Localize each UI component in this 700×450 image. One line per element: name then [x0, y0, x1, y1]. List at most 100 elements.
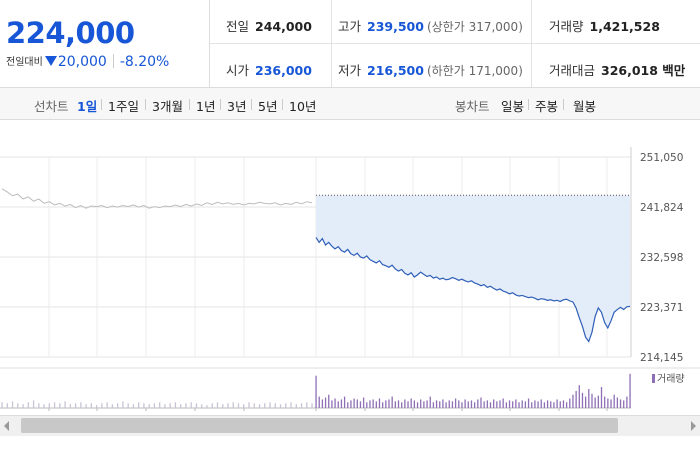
volume-bar — [116, 403, 119, 408]
period-3y[interactable]: 3년 — [227, 99, 247, 114]
volume-bar — [486, 400, 488, 408]
change-label: 전일대비 — [6, 57, 43, 68]
volume-bar — [480, 397, 482, 408]
change-row: 전일대비 20,000 -8.20% — [6, 53, 169, 70]
scroll-thumb[interactable] — [21, 418, 618, 433]
volume-bar — [505, 402, 508, 408]
volume-bar — [394, 401, 396, 408]
price-panel: 224,000 전일대비 20,000 -8.20% — [0, 0, 210, 87]
volume-bar — [11, 401, 14, 408]
chart-scrollbar[interactable] — [0, 415, 700, 436]
volume-bar — [515, 399, 517, 408]
volume-bar — [604, 396, 606, 408]
price-chart[interactable]: 251,050 241,824 232,598 223,371 214,145 거래량 — [0, 120, 700, 415]
candle-monthly[interactable]: 월봉 — [573, 99, 597, 114]
volume-bar — [413, 400, 416, 408]
divider — [101, 99, 102, 110]
volume-bar — [300, 403, 303, 408]
period-1d[interactable]: 1일 — [77, 99, 98, 114]
volume-bar — [499, 400, 501, 408]
period-1y[interactable]: 1년 — [196, 99, 216, 114]
stat-value: 216,500 — [367, 63, 424, 78]
divider — [189, 99, 190, 110]
volume-bar — [473, 402, 476, 408]
volume-bar — [340, 399, 343, 408]
divider — [145, 99, 146, 110]
volume-bar — [397, 400, 400, 408]
volume-bar — [290, 402, 292, 408]
stat-high: 고가 239,500 (상한가 317,000) — [338, 16, 523, 35]
volume-bar — [243, 404, 245, 408]
volume-bar — [38, 403, 40, 408]
volume-bar — [53, 402, 56, 408]
volume-bar — [448, 400, 450, 408]
volume-bar — [540, 399, 542, 408]
volume-bar — [295, 404, 297, 408]
volume-bar — [353, 398, 355, 408]
volume-bar — [496, 401, 498, 408]
volume-bar — [359, 401, 362, 408]
volume-bar — [467, 401, 469, 408]
volume-bar — [546, 400, 549, 408]
current-price: 224,000 — [6, 16, 135, 50]
volume-bar — [148, 404, 150, 408]
volume-bar — [248, 402, 250, 408]
y-tick-label: 223,371 — [640, 302, 683, 314]
candle-weekly[interactable]: 주봉 — [535, 99, 559, 114]
volume-bar — [337, 401, 339, 408]
period-3m[interactable]: 3개월 — [152, 99, 183, 114]
volume-bar — [426, 400, 428, 408]
volume-bar — [95, 405, 98, 408]
volume-bar — [185, 403, 187, 408]
volume-bar — [195, 403, 198, 408]
down-triangle-icon — [44, 56, 57, 66]
period-1w[interactable]: 1주일 — [108, 99, 139, 114]
stat-value: 1,421,528 — [589, 19, 660, 34]
volume-bar — [610, 399, 612, 408]
volume-bar — [356, 399, 358, 408]
period-5y[interactable]: 5년 — [258, 99, 278, 114]
volume-bar — [607, 398, 609, 408]
change-amount: 20,000 — [57, 54, 107, 70]
volume-bar — [575, 390, 577, 408]
volume-bar — [619, 399, 622, 408]
volume-bar — [432, 402, 435, 408]
volume-bar — [629, 373, 631, 408]
volume-bar — [1, 402, 3, 408]
volume-bar — [106, 402, 108, 408]
volume-bar — [48, 403, 50, 408]
volume-bar — [85, 404, 87, 408]
volume-bar — [274, 403, 276, 408]
area-fill — [316, 195, 630, 342]
scroll-right-icon[interactable] — [691, 421, 696, 431]
scroll-left-icon[interactable] — [4, 421, 9, 431]
volume-bar — [439, 401, 441, 408]
volume-bar — [470, 400, 473, 408]
divider — [251, 99, 252, 110]
volume-bar — [401, 402, 403, 408]
volume-bar — [569, 398, 571, 408]
candle-chart-label: 봉차트 — [455, 99, 490, 114]
stats-divider — [210, 43, 700, 44]
volume-bar — [253, 403, 255, 408]
volume-bar — [543, 402, 546, 408]
volume-bar — [334, 398, 336, 408]
volume-bar — [222, 404, 224, 408]
volume-bar — [591, 393, 593, 408]
volume-bar — [372, 399, 374, 408]
volume-bar — [74, 403, 77, 408]
divider — [282, 99, 283, 110]
volume-bar — [366, 402, 368, 408]
volume-bar — [534, 400, 536, 408]
period-10y[interactable]: 10년 — [289, 99, 317, 114]
volume-bar — [211, 403, 213, 408]
divider — [528, 99, 529, 110]
stat-label: 거래대금 — [549, 63, 596, 78]
upper-limit: (상한가 317,000) — [426, 20, 523, 34]
stat-value: 326,018 백만 — [601, 63, 686, 78]
volume-bar — [311, 403, 313, 408]
price-line — [315, 237, 631, 343]
volume-bar — [623, 400, 625, 408]
volume-bar — [537, 401, 539, 408]
candle-daily[interactable]: 일봉 — [501, 99, 525, 114]
